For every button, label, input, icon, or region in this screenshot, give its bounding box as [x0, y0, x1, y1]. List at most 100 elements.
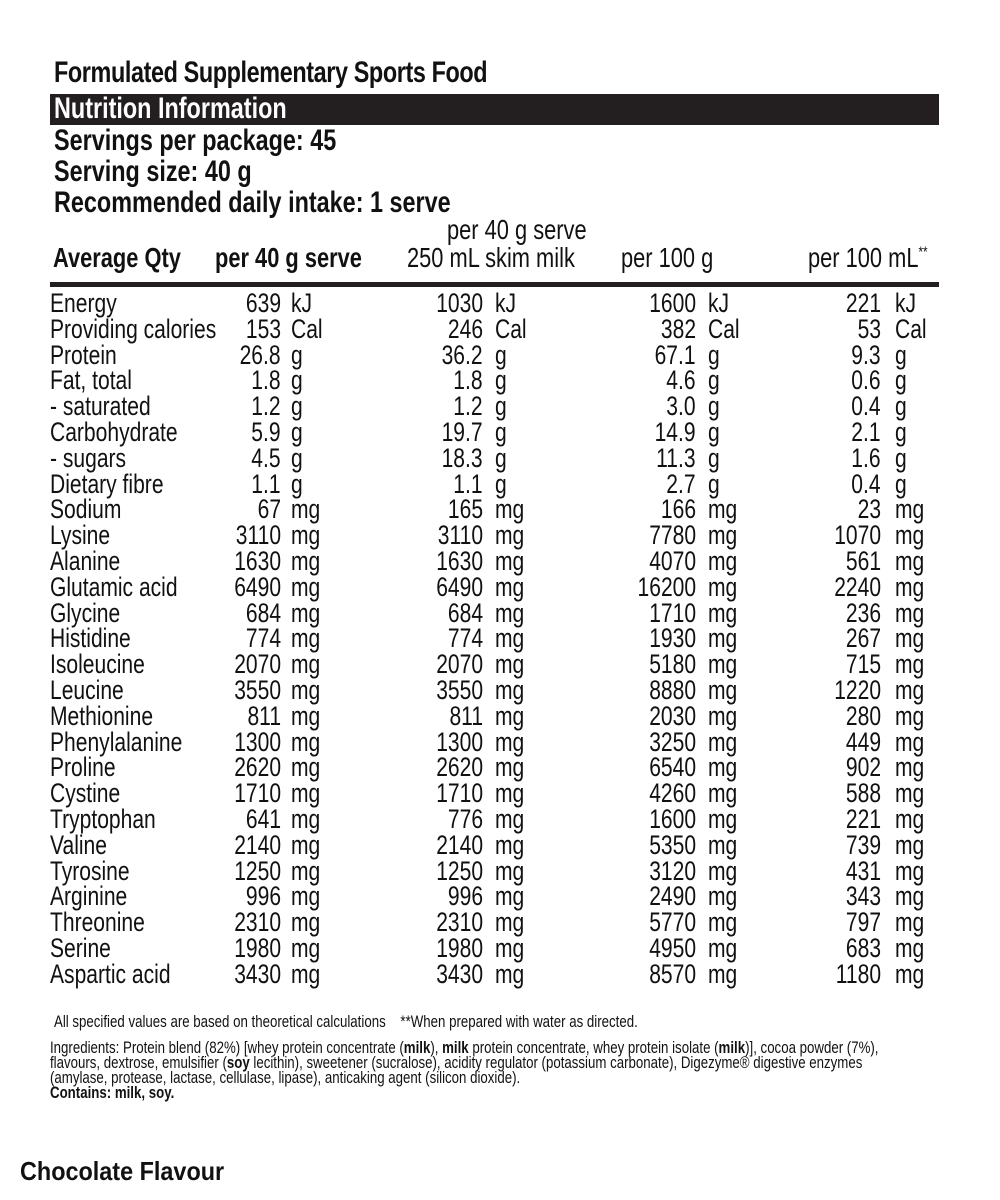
nutrient-value: 19.7: [442, 417, 483, 447]
nutrient-value: 561: [845, 546, 881, 576]
table-row: Methionine 811 mg 811 mg 2030 mg 280 mg: [0, 700, 1000, 731]
section-header-bar: Nutrition Information: [50, 92, 939, 125]
recommended-intake: Recommended daily intake: 1 serve: [54, 186, 451, 219]
nutrient-value: 36.2: [442, 339, 483, 370]
table-row: - saturated 1.2 g 1.2 g 3.0 g 0.4 g: [0, 391, 1000, 422]
nutrient-name: Carbohydrate: [50, 417, 178, 447]
header-with-milk-line1: per 40 g serve: [447, 214, 587, 245]
nutrient-unit: mg: [895, 597, 925, 628]
product-title: Formulated Supplementary Sports Food: [54, 56, 488, 89]
nutrient-unit: mg: [895, 675, 925, 705]
nutrient-value: 811: [247, 700, 281, 731]
nutrient-unit: mg: [291, 855, 321, 886]
nutrient-name: Histidine: [50, 623, 131, 654]
nutrient-unit: mg: [895, 494, 925, 525]
nutrient-unit: g: [895, 442, 907, 473]
nutrient-value: 3.0: [666, 391, 696, 422]
table-row: Proline 2620 mg 2620 mg 6540 mg 902 mg: [0, 752, 1000, 783]
nutrient-unit: mg: [895, 752, 925, 783]
header-average-qty: Average Qty: [53, 242, 181, 273]
nutrient-value: 3550: [436, 675, 483, 705]
table-row: Cystine 1710 mg 1710 mg 4260 mg 588 mg: [0, 778, 1000, 809]
nutrient-value: 2030: [649, 700, 696, 731]
nutrient-value: 1600: [649, 804, 696, 834]
table-row: Tyrosine 1250 mg 1250 mg 3120 mg 431 mg: [0, 855, 1000, 886]
ingredients-text: )], cocoa powder (7%), flavours, dextros…: [50, 1038, 879, 1072]
nutrient-value: 5180: [649, 649, 696, 680]
nutrient-value: 2.7: [666, 468, 696, 499]
nutrient-unit: mg: [708, 752, 738, 783]
nutrient-unit: mg: [895, 623, 925, 654]
nutrient-unit: g: [291, 339, 303, 370]
nutrient-unit: g: [291, 417, 303, 447]
nutrient-value: 1.2: [453, 391, 483, 422]
nutrient-unit: mg: [495, 778, 525, 809]
allergen-highlight: soy: [226, 1053, 250, 1072]
table-row: Protein 26.8 g 36.2 g 67.1 g 9.3 g: [0, 339, 1000, 370]
ingredients-text: ),: [430, 1038, 443, 1057]
ingredients-text: lecithin), sweetener (sucralose), acidit…: [50, 1053, 863, 1087]
nutrient-value: 2620: [234, 752, 281, 783]
nutrient-value: 0.4: [851, 468, 881, 499]
nutrient-name: Isoleucine: [50, 649, 145, 680]
nutrient-unit: g: [291, 365, 303, 396]
nutrient-value: 1300: [436, 726, 483, 757]
nutrient-unit: mg: [291, 675, 321, 705]
nutrient-name: Threonine: [50, 907, 145, 938]
nutrient-unit: g: [495, 442, 507, 473]
table-row: Glycine 684 mg 684 mg 1710 mg 236 mg: [0, 597, 1000, 628]
nutrient-unit: g: [708, 468, 720, 499]
table-row: Histidine 774 mg 774 mg 1930 mg 267 mg: [0, 623, 1000, 654]
nutrient-value: 5770: [649, 907, 696, 938]
table-row: Aspartic acid 3430 mg 3430 mg 8570 mg 1180 mg: [0, 960, 1000, 987]
nutrient-value: 776: [447, 804, 483, 834]
nutrient-value: 221: [845, 288, 881, 318]
nutrient-value: 280: [845, 700, 881, 731]
nutrient-value: 1070: [834, 520, 881, 551]
nutrient-unit: mg: [895, 804, 925, 834]
nutrient-value: 23: [857, 494, 881, 525]
nutrient-unit: g: [708, 417, 720, 447]
nutrient-name: Glycine: [50, 597, 121, 628]
nutrient-unit: mg: [895, 726, 925, 757]
nutrient-name: Glutamic acid: [50, 571, 178, 602]
nutrient-name: Tryptophan: [50, 804, 156, 834]
nutrient-unit: mg: [495, 829, 525, 860]
nutrient-unit: mg: [291, 546, 321, 576]
nutrient-value: 11.3: [656, 442, 696, 473]
nutrient-name: Leucine: [50, 675, 124, 705]
nutrient-name: Cystine: [50, 778, 121, 809]
nutrient-unit: mg: [895, 933, 925, 963]
nutrient-name: Providing calories: [50, 313, 217, 344]
nutrient-unit: g: [495, 365, 507, 396]
nutrient-unit: mg: [495, 623, 525, 654]
nutrient-value: 1300: [234, 726, 281, 757]
nutrient-value: 53: [857, 313, 881, 344]
nutrient-value: 1930: [649, 623, 696, 654]
nutrient-unit: mg: [708, 933, 738, 963]
nutrient-name: Fat, total: [50, 365, 132, 396]
nutrient-unit: mg: [708, 907, 738, 938]
nutrient-unit: mg: [495, 726, 525, 757]
nutrient-value: 2310: [234, 907, 281, 938]
nutrient-value: 221: [845, 804, 881, 834]
nutrient-name: Protein: [50, 339, 117, 370]
nutrient-unit: mg: [495, 546, 525, 576]
nutrient-unit: Cal: [895, 313, 927, 344]
header-per-serve: per 40 g serve: [215, 242, 362, 273]
nutrient-value: 1030: [436, 288, 483, 318]
header-with-milk-line2: 250 mL skim milk: [407, 242, 575, 273]
nutrient-unit: mg: [291, 907, 321, 938]
nutrient-value: 6540: [649, 752, 696, 783]
nutrient-value: 0.6: [851, 365, 881, 396]
allergen-highlight: milk: [718, 1038, 746, 1057]
nutrient-name: Arginine: [50, 881, 128, 912]
nutrient-unit: mg: [291, 726, 321, 757]
nutrient-unit: mg: [708, 675, 738, 705]
nutrient-value: 1.8: [251, 365, 281, 396]
nutrient-value: 2140: [436, 829, 483, 860]
nutrient-value: 3550: [234, 675, 281, 705]
table-row: Sodium 67 mg 165 mg 166 mg 23 mg: [0, 494, 1000, 525]
table-row: Leucine 3550 mg 3550 mg 8880 mg 1220 mg: [0, 675, 1000, 705]
nutrient-unit: mg: [291, 778, 321, 809]
